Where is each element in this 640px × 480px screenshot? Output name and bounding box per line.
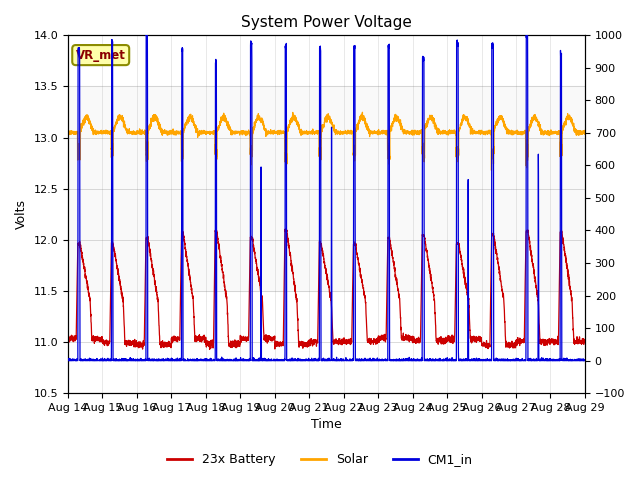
CM1_in [64, 358, 72, 363]
Solar [64, 132, 72, 137]
Line: CM1_in: CM1_in [68, 33, 585, 360]
Solar [581, 128, 589, 133]
Solar [488, 168, 495, 173]
23x Battery [580, 336, 588, 342]
CM1_in [64, 357, 72, 362]
Title: System Power Voltage: System Power Voltage [241, 15, 412, 30]
CM1_in [413, 358, 421, 363]
Solar [472, 130, 479, 136]
Legend: 23x Battery, Solar, CM1_in: 23x Battery, Solar, CM1_in [163, 448, 477, 471]
Line: Solar: Solar [68, 112, 585, 170]
23x Battery [413, 337, 421, 343]
23x Battery [157, 344, 164, 349]
Line: 23x Battery: 23x Battery [68, 229, 585, 349]
23x Battery [282, 226, 289, 232]
CM1_in [307, 357, 315, 363]
Solar [358, 109, 366, 115]
CM1_in [442, 358, 450, 363]
Bar [68, 86, 585, 291]
Solar [157, 128, 164, 133]
Solar [413, 129, 421, 134]
Text: VR_met: VR_met [76, 48, 125, 61]
23x Battery [64, 336, 72, 342]
23x Battery [307, 338, 315, 344]
CM1_in [580, 357, 588, 363]
Y-axis label: Volts: Volts [15, 199, 28, 229]
Solar [580, 130, 588, 135]
CM1_in [157, 358, 165, 363]
CM1_in [472, 358, 479, 363]
23x Battery [442, 339, 450, 345]
23x Battery [472, 336, 479, 342]
X-axis label: Time: Time [311, 419, 342, 432]
Solar [442, 130, 450, 135]
23x Battery [206, 347, 214, 352]
CM1_in [142, 30, 150, 36]
CM1_in [581, 358, 589, 363]
23x Battery [581, 337, 589, 343]
Solar [307, 130, 315, 136]
